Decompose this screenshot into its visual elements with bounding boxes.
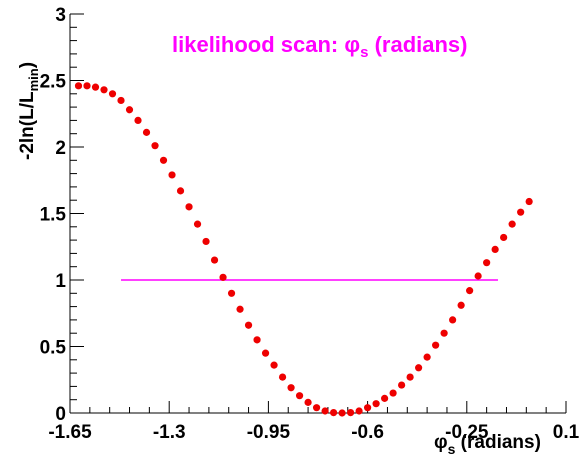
data-point	[74, 82, 83, 90]
data-point	[91, 83, 100, 91]
plot-title-prefix: likelihood scan:	[172, 32, 344, 57]
x-tick-label: -0.95	[247, 422, 291, 443]
x-tick-label: -0.6	[351, 422, 384, 443]
data-point	[432, 341, 440, 349]
data-point	[466, 287, 474, 295]
data-point	[295, 392, 304, 400]
data-point	[100, 86, 108, 94]
data-point	[491, 245, 499, 254]
data-point	[372, 400, 380, 408]
data-point	[440, 329, 448, 337]
data-point	[423, 353, 431, 361]
x-tick-label: -1.65	[48, 422, 92, 443]
data-point	[474, 272, 482, 280]
data-point	[253, 336, 261, 344]
plot-title-suffix: (radians)	[368, 32, 467, 57]
data-point	[389, 389, 397, 397]
data-point	[483, 259, 491, 267]
data-point	[227, 289, 236, 297]
data-point	[176, 187, 185, 195]
y-axis-title-suffix: )	[17, 62, 38, 68]
data-point	[500, 233, 508, 242]
data-point	[125, 106, 134, 114]
data-point	[415, 364, 423, 372]
data-point	[151, 142, 159, 150]
data-point	[338, 409, 346, 417]
data-point	[168, 171, 176, 179]
data-point	[185, 203, 193, 211]
data-point	[270, 361, 278, 369]
data-point	[236, 305, 244, 313]
x-axis-title-symbol: φ	[434, 432, 448, 453]
data-point	[117, 96, 125, 105]
data-point	[525, 197, 533, 206]
data-point	[159, 156, 168, 164]
data-point	[278, 373, 287, 381]
data-point	[304, 398, 312, 406]
y-tick-label: 3	[55, 5, 66, 26]
data-point	[346, 409, 355, 417]
data-point	[142, 128, 151, 136]
data-point	[457, 301, 465, 309]
data-point	[210, 256, 219, 264]
data-point	[83, 82, 91, 90]
y-axis-title-prefix: -2ln(L/L	[17, 91, 38, 160]
y-tick-label: 0	[55, 404, 66, 425]
plot-title-symbol: φ	[344, 32, 360, 57]
data-point	[449, 316, 457, 324]
data-point	[329, 409, 338, 417]
data-point	[219, 273, 227, 281]
data-point	[244, 321, 253, 329]
y-tick-label: 1	[55, 271, 66, 292]
data-point	[287, 384, 295, 392]
data-point	[381, 394, 389, 402]
data-point	[398, 381, 406, 389]
x-tick-label: 0.1	[553, 422, 580, 443]
axes: -1.65 -1.3 -0.95 -0.6 -0.25 0.1 0 0.5 1 1.5 2 2.5 3	[40, 5, 580, 443]
y-tick-label: 2	[55, 138, 66, 159]
y-axis-title: -2ln(L/Lmin)	[17, 62, 41, 160]
data-point	[134, 116, 142, 124]
data-point	[321, 407, 329, 415]
data-point	[312, 404, 321, 412]
data-points	[74, 82, 533, 417]
data-point	[355, 407, 363, 415]
data-point	[406, 373, 414, 381]
x-axis-title-subscript: s	[448, 441, 456, 457]
x-tick-label: -0.25	[445, 422, 489, 443]
x-tick-label: -1.3	[153, 422, 186, 443]
y-tick-label: 1.5	[40, 205, 67, 226]
y-tick-label: 2.5	[40, 72, 67, 93]
data-point	[202, 237, 210, 246]
y-tick-label: 0.5	[40, 338, 67, 359]
data-point	[108, 90, 117, 98]
data-point	[508, 220, 516, 228]
data-point	[193, 220, 202, 228]
data-point	[517, 208, 525, 216]
x-axis-title: φs (radians)	[434, 432, 541, 457]
data-point	[364, 404, 372, 412]
plot-title: likelihood scan: φs (radians)	[172, 32, 468, 61]
data-point	[261, 349, 270, 357]
y-axis-title-subscript: min	[26, 68, 41, 91]
plot-title-subscript: s	[360, 44, 368, 61]
x-axis-title-suffix: (radians)	[455, 432, 541, 453]
